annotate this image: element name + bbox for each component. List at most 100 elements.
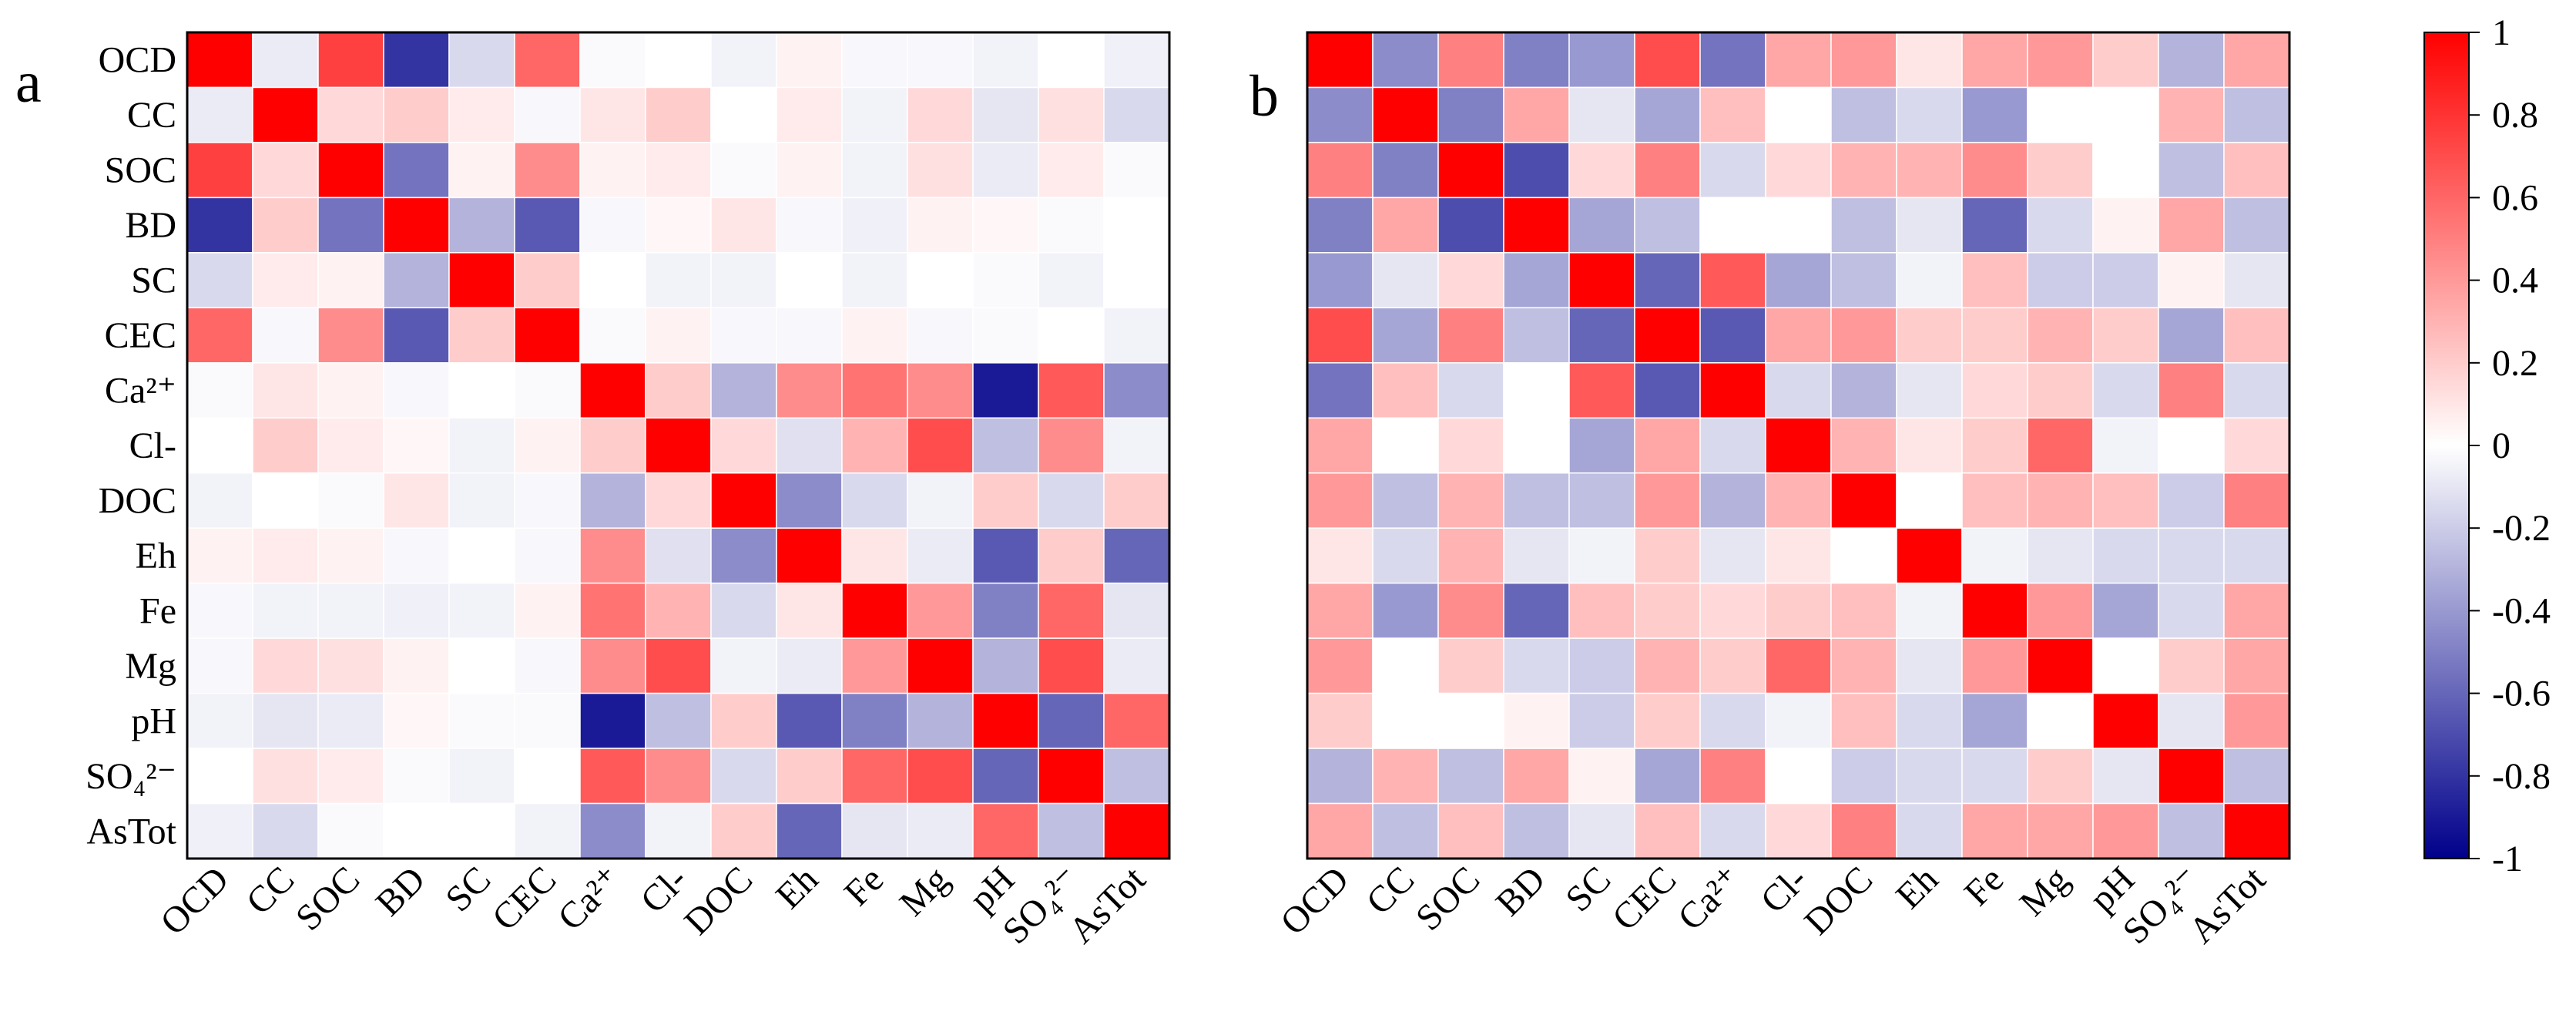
heatmap-cell [252, 417, 319, 474]
heatmap-cell [2223, 197, 2290, 254]
heatmap-cell [1503, 362, 1570, 419]
heatmap-cell [2092, 417, 2159, 474]
heatmap-cell [317, 32, 384, 89]
heatmap-cell [1896, 748, 1963, 805]
heatmap-cell [841, 197, 908, 254]
heatmap-cell [841, 692, 908, 749]
heatmap-cell [252, 252, 319, 309]
heatmap-cell [252, 142, 319, 199]
heatmap-cell [1634, 692, 1701, 749]
heatmap-cell [2158, 142, 2225, 199]
x-tick-label: AsTot [2181, 859, 2273, 951]
heatmap-cell [2027, 692, 2094, 749]
heatmap-cell [2158, 86, 2225, 143]
heatmap-cell [1568, 362, 1635, 419]
heatmap-cell [972, 362, 1039, 419]
heatmap-cell [1896, 527, 1963, 584]
heatmap-cell [1699, 307, 1766, 364]
heatmap-cell [907, 307, 974, 364]
heatmap-cell [1437, 197, 1504, 254]
heatmap-cell [2027, 802, 2094, 859]
y-tick-label: SOC [105, 150, 176, 191]
heatmap-cell [907, 692, 974, 749]
heatmap-cell [907, 472, 974, 529]
heatmap-cell [1103, 86, 1170, 143]
heatmap-cell [1961, 142, 2028, 199]
heatmap-cell [2092, 32, 2159, 89]
heatmap-cell [448, 32, 515, 89]
heatmap-cell [1765, 362, 1832, 419]
heatmap-cell [514, 692, 581, 749]
heatmap-cell [1830, 748, 1897, 805]
heatmap-cell [2223, 362, 2290, 419]
heatmap-cell [2027, 197, 2094, 254]
heatmap-cell [1765, 142, 1832, 199]
heatmap-cell [1568, 252, 1635, 309]
heatmap-cell [645, 748, 712, 805]
y-tick-label: Fe [139, 590, 176, 631]
heatmap-cell [710, 472, 777, 529]
heatmap-cell [579, 417, 646, 474]
heatmap-cell [841, 417, 908, 474]
x-tick-label: SOC [1408, 859, 1488, 939]
heatmap-cell [1503, 748, 1570, 805]
heatmap-cell [710, 748, 777, 805]
heatmap-cell [710, 362, 777, 419]
heatmap-panel-a: a OCDCCSOCBDSCCECCa²⁺Cl-DOCEhFeMgpHSO₄²⁻… [15, 31, 1171, 952]
heatmap-cell [1961, 582, 2028, 639]
heatmap-cell [645, 527, 712, 584]
heatmap-cell [1503, 582, 1570, 639]
heatmap-cell [841, 472, 908, 529]
heatmap-cell [1634, 637, 1701, 694]
heatmap-cell [252, 86, 319, 143]
heatmap-cell [1103, 252, 1170, 309]
heatmap-cell [2223, 582, 2290, 639]
heatmap-cell [252, 307, 319, 364]
heatmap-cell [2223, 472, 2290, 529]
heatmap-cell [317, 582, 384, 639]
heatmap-cell [1699, 86, 1766, 143]
heatmap-cell [907, 637, 974, 694]
panel-label-a: a [15, 50, 42, 115]
heatmap-cell [972, 692, 1039, 749]
x-tick-label: CEC [1605, 859, 1684, 938]
heatmap-cell [1503, 307, 1570, 364]
heatmap-cell [1896, 307, 1963, 364]
heatmap-cell [1503, 86, 1570, 143]
heatmap-cell [1568, 472, 1635, 529]
heatmap-cell [317, 527, 384, 584]
y-tick-label: SC [131, 260, 176, 301]
heatmap-cell [514, 472, 581, 529]
heatmap-cell [1437, 307, 1504, 364]
heatmap-cell [514, 637, 581, 694]
heatmap-cell [2223, 307, 2290, 364]
heatmap-cell [1372, 252, 1439, 309]
heatmap-cell [710, 527, 777, 584]
heatmap-cell [1103, 197, 1170, 254]
heatmap-cell [1634, 417, 1701, 474]
heatmap-cell [2092, 527, 2159, 584]
heatmap-cell [2027, 637, 2094, 694]
heatmap-cell [514, 582, 581, 639]
heatmap-cell [1372, 748, 1439, 805]
heatmap-cell [2092, 637, 2159, 694]
heatmap-cell [1830, 637, 1897, 694]
heatmap-cell [2223, 417, 2290, 474]
heatmap-cell [776, 582, 843, 639]
heatmap-cell [2092, 582, 2159, 639]
heatmap-cell [841, 527, 908, 584]
heatmap-cell [1896, 197, 1963, 254]
heatmap-cell [186, 142, 253, 199]
x-tick-label: Eh [768, 859, 826, 916]
heatmap-cell [1038, 802, 1105, 859]
heatmap-cell [2158, 307, 2225, 364]
colorbar: 1 0.8 0.6 0.4 0.2 0 -0.2 -0.4 -0.6 -0.8 -1 [2423, 12, 2551, 879]
heatmap-cell [841, 637, 908, 694]
heatmap-cell [1699, 32, 1766, 89]
heatmap-cell [448, 307, 515, 364]
heatmap-cell [186, 692, 253, 749]
heatmap-cell [972, 86, 1039, 143]
heatmap-cell [1765, 527, 1832, 584]
heatmap-cell [907, 748, 974, 805]
